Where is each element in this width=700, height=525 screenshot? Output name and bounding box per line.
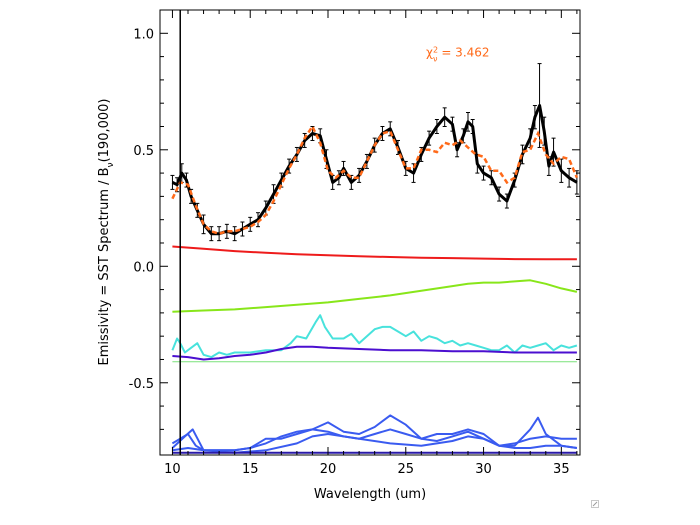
series-layer xyxy=(171,245,578,454)
y-tick-label: 0.0 xyxy=(133,260,154,275)
x-tick-label: 10 xyxy=(164,462,181,477)
x-tick-label: 25 xyxy=(398,462,415,477)
chi-value: = 3.462 xyxy=(438,46,490,60)
x-tick-label: 20 xyxy=(320,462,337,477)
chi-symbol: χ xyxy=(426,46,433,60)
y-axis-label: Emissivity = SST Spectrum / Bν(190,000) xyxy=(97,99,116,366)
x-tick-label: 30 xyxy=(475,462,492,477)
plot-frame xyxy=(159,9,581,456)
chi-subscript: ν xyxy=(433,54,438,63)
series-line-3 xyxy=(171,314,578,359)
ticks-layer: 10 15 20 25 30 35 -0.5 0.0 0.5 1.0 xyxy=(129,10,580,477)
resize-grip-icon[interactable] xyxy=(591,500,599,508)
series-line-1 xyxy=(172,245,577,261)
x-tick-label: 15 xyxy=(242,462,259,477)
model-fit-line xyxy=(171,123,579,236)
chi-squared-annotation: χ2 ν = 3.462 xyxy=(426,45,490,63)
y-axis-label-tail: (190,000) xyxy=(97,99,112,163)
y-tick-label: 0.5 xyxy=(133,144,154,159)
y-tick-label: 1.0 xyxy=(133,27,154,42)
observed-spectrum-line xyxy=(171,104,578,236)
y-tick-label: -0.5 xyxy=(129,377,154,392)
series-line-4 xyxy=(172,345,577,361)
series-line-2 xyxy=(172,279,578,313)
series-line-7 xyxy=(172,414,578,452)
fit-layer xyxy=(171,123,579,236)
y-axis-label-main: Emissivity = SST Spectrum / B xyxy=(97,167,112,365)
observed-layer xyxy=(170,63,579,242)
x-axis-label: Wavelength (um) xyxy=(314,487,426,502)
series-line-8 xyxy=(171,428,578,454)
y-axis-label-sub: ν xyxy=(106,162,116,167)
chi-superscript: 2 xyxy=(433,45,438,54)
x-tick-label: 35 xyxy=(553,462,570,477)
